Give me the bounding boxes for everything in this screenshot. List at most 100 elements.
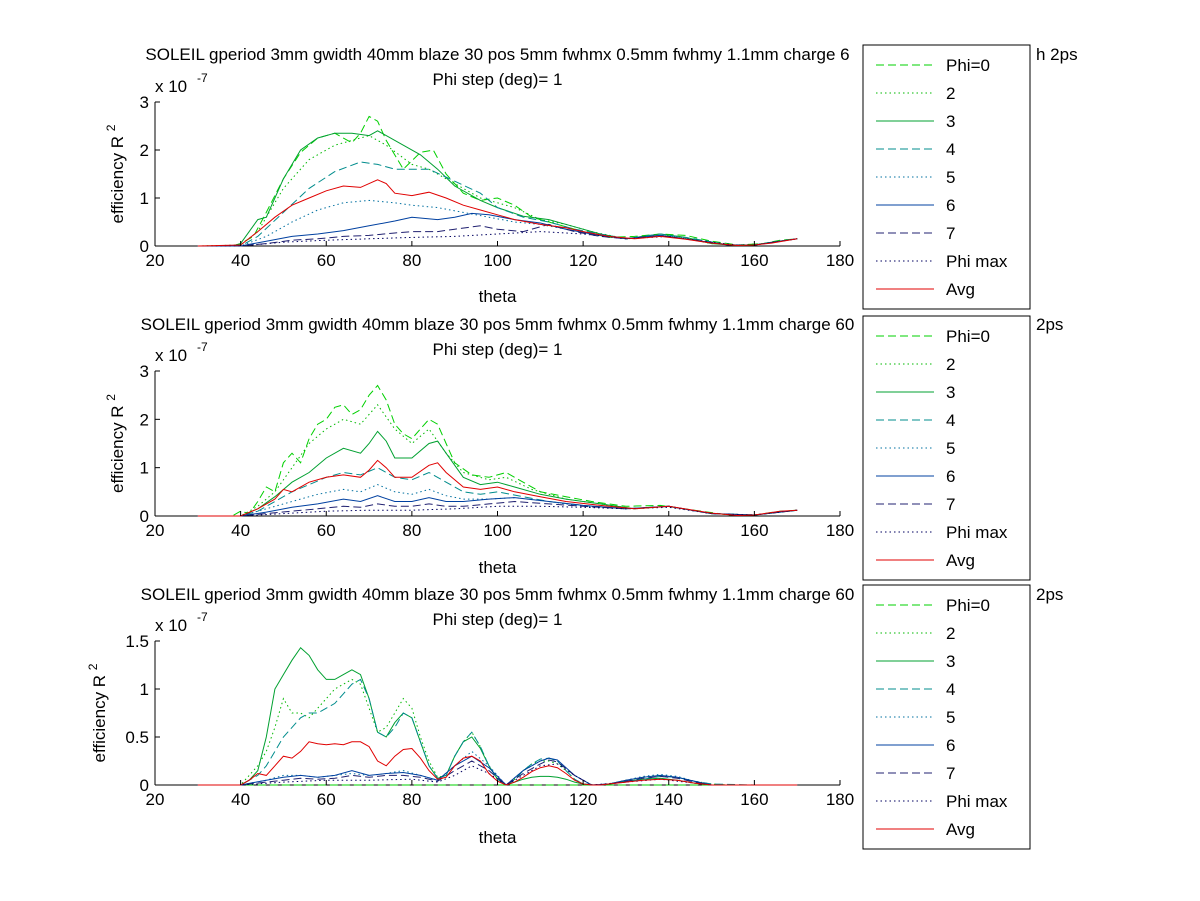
x-tick-label: 180 — [826, 251, 854, 270]
chart-subtitle: Phi step (deg)= 1 — [433, 340, 563, 359]
series-line-1 — [197, 115, 798, 247]
chart-title: SOLEIL gperiod 3mm gwidth 40mm blaze 30 … — [145, 45, 849, 64]
series-line-8 — [197, 505, 798, 517]
legend-label: 2 — [946, 84, 955, 103]
x-axis-label: theta — [479, 828, 517, 847]
legend-label: Phi max — [946, 792, 1008, 811]
series-group — [197, 115, 798, 247]
series-line-4 — [197, 678, 798, 786]
y-tick-label: 0 — [140, 776, 149, 795]
y-axis-label-superscript: 2 — [86, 663, 100, 670]
series-line-3 — [197, 430, 798, 517]
x-tick-label: 140 — [655, 251, 683, 270]
y-multiplier: x 10 — [155, 616, 187, 635]
legend-label: 7 — [946, 224, 955, 243]
plot-area — [155, 641, 840, 785]
legend-label: Avg — [946, 551, 975, 570]
y-tick-label: 1 — [140, 189, 149, 208]
plot-area — [155, 102, 840, 246]
y-multiplier-exponent: -7 — [197, 71, 208, 85]
chart-title-tail: h 2ps — [1036, 45, 1078, 64]
plot-area — [155, 371, 840, 516]
x-tick-label: 120 — [569, 521, 597, 540]
legend-label: Avg — [946, 820, 975, 839]
series-line-5 — [197, 199, 798, 247]
x-tick-label: 80 — [402, 251, 421, 270]
x-tick-label: 80 — [402, 790, 421, 809]
legend-label: Phi=0 — [946, 327, 990, 346]
series-line-9 — [197, 459, 798, 517]
x-tick-label: 160 — [740, 521, 768, 540]
series-line-2 — [197, 403, 798, 517]
x-tick-label: 100 — [483, 521, 511, 540]
x-axis-label: theta — [479, 558, 517, 577]
series-line-2 — [197, 678, 798, 786]
legend-label: Phi max — [946, 523, 1008, 542]
x-tick-label: 20 — [146, 251, 165, 270]
legend-label: 4 — [946, 140, 955, 159]
series-line-8 — [197, 231, 798, 247]
x-tick-label: 140 — [655, 521, 683, 540]
y-axis-label-superscript: 2 — [104, 124, 118, 131]
subplot-1: 20 40 60 80 100 120 140 160 180 0 1 2 3 x 10 -7 SOLEIL … — [104, 44, 1078, 310]
legend-label: 5 — [946, 439, 955, 458]
x-tick-label: 160 — [740, 790, 768, 809]
y-axis-label: efficiency R 2 — [104, 394, 127, 493]
x-tick-label: 100 — [483, 251, 511, 270]
series-group — [197, 384, 798, 517]
legend-label: 3 — [946, 112, 955, 131]
y-tick-label: 0 — [140, 237, 149, 256]
series-line-7 — [197, 223, 798, 247]
series-group — [197, 646, 798, 786]
x-tick-label: 160 — [740, 251, 768, 270]
legend-label: 5 — [946, 168, 955, 187]
series-line-1 — [197, 384, 798, 517]
x-tick-label: 60 — [317, 790, 336, 809]
x-tick-label: 40 — [231, 251, 250, 270]
y-multiplier: x 10 — [155, 346, 187, 365]
chart-subtitle: Phi step (deg)= 1 — [433, 70, 563, 89]
x-axis-label: theta — [479, 287, 517, 306]
y-tick-label: 3 — [140, 362, 149, 381]
legend-label: 6 — [946, 196, 955, 215]
legend-label: Phi=0 — [946, 56, 990, 75]
chart-title: SOLEIL gperiod 3mm gwidth 40mm blaze 30 … — [141, 585, 855, 604]
x-tick-label: 80 — [402, 521, 421, 540]
legend: Phi=0 2 3 4 5 6 7 Phi max Avg — [862, 315, 1031, 581]
legend-label: 3 — [946, 652, 955, 671]
legend-label: 7 — [946, 495, 955, 514]
series-line-4 — [197, 161, 798, 247]
legend-label: Phi max — [946, 252, 1008, 271]
x-tick-label: 140 — [655, 790, 683, 809]
x-tick-label: 40 — [231, 521, 250, 540]
series-line-5 — [197, 750, 798, 786]
series-line-7 — [197, 759, 798, 786]
series-line-8 — [197, 763, 798, 786]
y-tick-label: 0 — [140, 507, 149, 526]
x-tick-label: 180 — [826, 790, 854, 809]
legend-label: 6 — [946, 467, 955, 486]
x-tick-label: 60 — [317, 251, 336, 270]
legend-label: 2 — [946, 624, 955, 643]
legend-label: 3 — [946, 383, 955, 402]
series-line-6 — [197, 212, 798, 247]
legend-label: 2 — [946, 355, 955, 374]
y-axis-label-superscript: 2 — [104, 394, 118, 401]
y-tick-label: 2 — [140, 410, 149, 429]
y-multiplier: x 10 — [155, 77, 187, 96]
x-tick-label: 120 — [569, 790, 597, 809]
x-tick-label: 20 — [146, 790, 165, 809]
legend: Phi=0 2 3 4 5 6 7 Phi max Avg — [862, 44, 1031, 310]
series-line-9 — [197, 741, 798, 786]
y-multiplier-exponent: -7 — [197, 340, 208, 354]
legend-label: 7 — [946, 764, 955, 783]
chart-subtitle: Phi step (deg)= 1 — [433, 610, 563, 629]
subplot-2: 20 40 60 80 100 120 140 160 180 0 1 2 3 x 10 -7 SOLEIL … — [104, 315, 1063, 581]
y-tick-label: 1.5 — [125, 632, 149, 651]
legend: Phi=0 2 3 4 5 6 7 Phi max Avg — [862, 584, 1031, 850]
x-tick-label: 60 — [317, 521, 336, 540]
legend-label: Phi=0 — [946, 596, 990, 615]
y-tick-label: 2 — [140, 141, 149, 160]
y-tick-label: 0.5 — [125, 728, 149, 747]
